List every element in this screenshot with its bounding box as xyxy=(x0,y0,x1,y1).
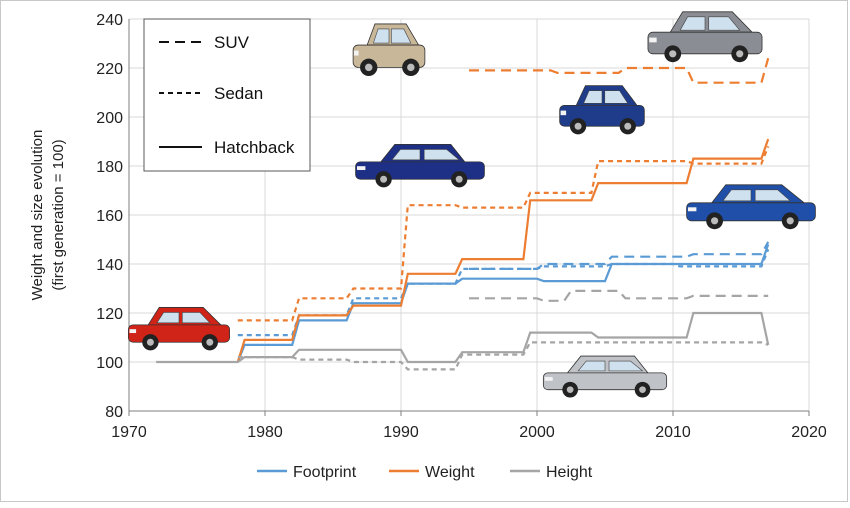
style-legend-label-suv: SUV xyxy=(214,33,250,52)
suv-latest-generation-window xyxy=(708,16,741,31)
hatchback-first-red-hubcap xyxy=(146,338,154,346)
suv-second-generation-window xyxy=(604,90,629,104)
x-tick-label: 1980 xyxy=(247,424,283,441)
suv-latest-generation-image xyxy=(647,11,763,63)
sedan-silver-hubcap xyxy=(566,386,574,394)
suv-first-generation-image xyxy=(352,23,426,77)
x-tick-label: 1990 xyxy=(383,424,419,441)
hatchback-latest-blue-hubcap xyxy=(711,217,719,225)
color-legend-label-height: Height xyxy=(546,464,593,481)
hatchback-latest-blue-image xyxy=(686,184,816,230)
style-legend-box xyxy=(143,18,311,172)
y-tick-label: 140 xyxy=(96,257,123,274)
series-lines xyxy=(156,57,770,371)
suv-first-generation-window xyxy=(372,28,390,44)
y-tick-label: 160 xyxy=(96,208,123,225)
sedan-first-blue-hubcap xyxy=(380,175,388,183)
suv-second-generation-image xyxy=(559,85,645,135)
suv-first-generation-hubcap xyxy=(407,63,415,72)
hatchback-first-red-hubcap xyxy=(206,338,214,346)
series-height-sedan xyxy=(237,341,769,371)
suv-second-generation-window xyxy=(583,90,603,104)
suv-latest-generation-headlight xyxy=(649,37,657,43)
series-footprint-hatchback xyxy=(236,244,770,363)
series-weight-hatchback xyxy=(236,138,770,363)
suv-second-generation-hubcap xyxy=(624,122,632,130)
suv-second-generation-headlight xyxy=(560,110,567,116)
y-tick-label: 120 xyxy=(96,306,123,323)
y-tick-label: 220 xyxy=(96,61,123,78)
y-tick-label: 100 xyxy=(96,355,123,372)
style-legend: SUV Sedan Hatchback xyxy=(143,18,311,172)
y-tick-label: 200 xyxy=(96,110,123,127)
y-tick-label: 240 xyxy=(96,12,123,29)
suv-latest-generation-hubcap xyxy=(736,50,744,58)
car-images xyxy=(128,11,816,398)
hatchback-latest-blue-window xyxy=(754,189,791,202)
hatchback-latest-blue-window xyxy=(722,189,752,202)
hatchback-first-red-window xyxy=(156,312,180,324)
suv-first-generation-headlight xyxy=(353,50,359,56)
sedan-first-blue-image xyxy=(355,144,485,188)
hatchback-latest-blue-headlight xyxy=(688,207,697,212)
sedan-silver-headlight xyxy=(544,377,553,381)
hatchback-latest-blue-hubcap xyxy=(786,217,794,225)
color-legend-label-weight: Weight xyxy=(425,464,475,481)
y-axis-label-line1: Weight and size evolution xyxy=(29,130,46,301)
style-legend-label-sedan: Sedan xyxy=(214,84,263,103)
x-tick-label: 1970 xyxy=(111,424,147,441)
suv-latest-generation-window xyxy=(679,16,706,31)
sedan-silver-window xyxy=(577,360,606,372)
y-tick-label: 180 xyxy=(96,159,123,176)
sedan-silver-image xyxy=(542,355,668,398)
y-tick-label: 80 xyxy=(105,404,123,421)
sedan-first-blue-window xyxy=(391,149,421,161)
suv-first-generation-window xyxy=(391,28,412,44)
series-footprint-suv xyxy=(469,241,770,270)
y-tick-labels: 80 100 120 140 160 180 200 220 240 xyxy=(96,12,123,421)
hatchback-first-red-headlight xyxy=(129,329,137,334)
axes xyxy=(128,19,810,416)
series-height-suv xyxy=(469,289,769,302)
color-legend: Footprint Weight Height xyxy=(257,464,593,481)
x-tick-labels: 1970 1980 1990 2000 2010 2020 xyxy=(111,424,827,441)
style-legend-label-hatchback: Hatchback xyxy=(214,138,295,157)
suv-second-generation-hubcap xyxy=(574,122,582,130)
hatchback-first-red-image xyxy=(128,307,230,351)
series-weight-suv xyxy=(469,57,770,84)
sedan-first-blue-headlight xyxy=(357,166,366,171)
sedan-first-blue-hubcap xyxy=(455,175,463,183)
series-weight-sedan xyxy=(237,145,770,322)
hatchback-first-red-window xyxy=(182,312,211,324)
series-footprint-sedan xyxy=(237,248,770,337)
color-legend-label-footprint: Footprint xyxy=(293,464,357,481)
x-tick-label: 2010 xyxy=(655,424,691,441)
suv-latest-generation-hubcap xyxy=(669,50,677,58)
x-tick-label: 2000 xyxy=(519,424,555,441)
y-axis-label-line2: (first generation = 100) xyxy=(50,139,67,290)
suv-first-generation-hubcap xyxy=(365,63,373,72)
sedan-first-blue-window xyxy=(423,149,461,161)
x-tick-label: 2020 xyxy=(791,424,827,441)
sedan-silver-hubcap xyxy=(639,386,646,394)
sedan-silver-window xyxy=(608,360,644,372)
